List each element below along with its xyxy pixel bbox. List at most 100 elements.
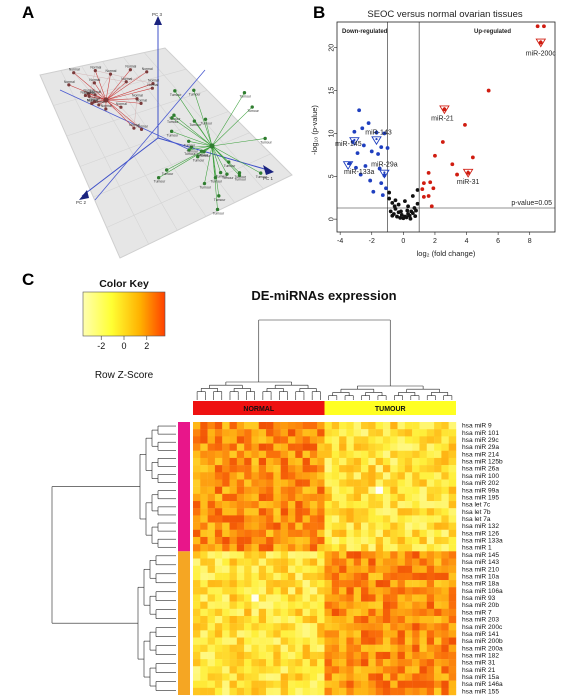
pca-edge-normal xyxy=(133,98,138,129)
heatmap-cell xyxy=(346,580,354,588)
pca-axis-arrowhead-icon xyxy=(79,190,89,200)
pca-node-tumour xyxy=(192,88,196,92)
heatmap-cell xyxy=(390,422,398,430)
heatmap-cell xyxy=(302,501,311,509)
heatmap-cell xyxy=(390,486,398,495)
heatmap-cell xyxy=(309,486,318,495)
heatmap-cell xyxy=(236,479,245,487)
heatmap-cell xyxy=(434,522,442,530)
heatmap-cell xyxy=(302,558,311,566)
heatmap-cell xyxy=(229,558,238,566)
heatmap-cell xyxy=(324,572,333,581)
heatmap-cell xyxy=(280,659,289,667)
pca-edge-normal xyxy=(105,74,111,101)
heatmap-cell xyxy=(287,429,296,437)
heatmap-cell xyxy=(244,551,252,559)
heatmap-cell xyxy=(339,522,347,530)
heatmap-cell xyxy=(368,623,376,631)
pca-edge-normal xyxy=(105,83,154,101)
heatmap-cell xyxy=(419,486,427,495)
heatmap-cell xyxy=(448,486,457,495)
heatmap-cell xyxy=(214,429,223,437)
pca-edge-normal xyxy=(95,70,107,101)
heatmap-cell xyxy=(207,580,216,588)
heatmap-cell xyxy=(361,436,369,444)
heatmap-cell xyxy=(251,536,259,545)
heatmap-cell xyxy=(309,493,318,502)
heatmap-cell xyxy=(426,659,435,667)
heatmap-cell xyxy=(331,637,340,645)
heatmap-cell xyxy=(448,457,457,466)
heatmap-cell xyxy=(404,608,413,617)
heatmap-cell xyxy=(214,644,223,653)
heatmap-cell xyxy=(434,644,442,653)
pca-edge-normal xyxy=(105,81,127,101)
heatmap-cell xyxy=(229,429,238,437)
heatmap-cell xyxy=(390,479,398,487)
heatmap-cell xyxy=(287,687,296,696)
heatmap-cell xyxy=(317,666,325,674)
heatmap-cell xyxy=(382,522,391,530)
heatmap-cell xyxy=(258,529,267,538)
heatmap-cell xyxy=(193,637,201,645)
heatmap-cell xyxy=(434,493,442,502)
heatmap-cell xyxy=(251,443,259,451)
heatmap-cell xyxy=(419,508,427,516)
heatmap-cell xyxy=(244,472,252,480)
heatmap-cell xyxy=(331,522,340,530)
heatmap-cell xyxy=(412,673,420,681)
heatmap-cell xyxy=(368,443,376,451)
heatmap-cell xyxy=(368,644,376,653)
heatmap-cell xyxy=(244,659,252,667)
heatmap-cell xyxy=(287,601,296,609)
heatmap-cell xyxy=(426,493,435,502)
heatmap-cell xyxy=(339,486,347,495)
volcano-point xyxy=(410,194,415,198)
heatmap-cell xyxy=(229,630,238,638)
volcano-point xyxy=(414,208,418,213)
volcano-point xyxy=(408,216,413,221)
heatmap-cell xyxy=(434,551,442,559)
heatmap-cell xyxy=(448,515,457,523)
heatmap-cell xyxy=(317,479,325,487)
heatmap-cell xyxy=(309,501,318,509)
heatmap-row-label: hsa miR 101 xyxy=(462,430,499,437)
pca-node-normal xyxy=(72,71,76,75)
heatmap-cell xyxy=(397,457,406,466)
heatmap-cell xyxy=(353,529,362,538)
heatmap-cell xyxy=(258,479,267,487)
heatmap-cell xyxy=(280,450,289,459)
heatmap-cell xyxy=(258,680,267,689)
pca-node-label: Tumour xyxy=(189,92,201,96)
heatmap-cell xyxy=(214,587,223,595)
heatmap-cell xyxy=(397,515,406,523)
heatmap-row-label: hsa miR 93 xyxy=(462,595,496,602)
heatmap-cell xyxy=(346,501,354,509)
heatmap-cell xyxy=(339,659,347,667)
heatmap-cell xyxy=(441,450,449,459)
heatmap-cell xyxy=(434,623,442,631)
heatmap-cell xyxy=(419,522,427,530)
highlight-triangle-icon xyxy=(371,136,382,146)
heatmap-cell xyxy=(200,436,208,444)
heatmap-cell xyxy=(412,450,420,459)
heatmap-cell xyxy=(361,551,369,559)
heatmap-cell xyxy=(207,486,216,495)
heatmap-cell xyxy=(426,637,435,645)
heatmap-cell xyxy=(302,457,311,466)
heatmap-cell xyxy=(397,443,406,451)
heatmap-cell xyxy=(353,443,362,451)
heatmap-cell xyxy=(397,687,406,696)
volcano-point xyxy=(433,153,437,158)
heatmap-cell xyxy=(368,536,376,545)
pca-node-normal xyxy=(135,97,139,101)
heatmap-cell xyxy=(404,572,413,581)
highlight-label: miR-143 xyxy=(365,129,392,136)
heatmap-cell xyxy=(331,536,340,545)
heatmap-cell xyxy=(368,422,376,430)
volcano-point xyxy=(413,214,418,219)
heatmap-cell xyxy=(309,594,318,602)
heatmap-cell xyxy=(331,429,340,437)
heatmap-cell xyxy=(273,479,281,487)
